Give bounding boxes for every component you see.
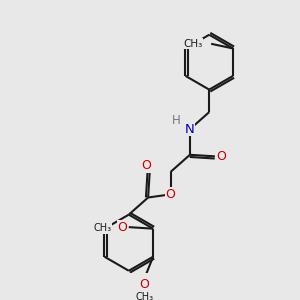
Text: O: O [166, 188, 176, 201]
Text: O: O [140, 278, 149, 291]
Text: CH₃: CH₃ [94, 223, 112, 233]
Text: CH₃: CH₃ [183, 39, 202, 49]
Text: N: N [185, 123, 195, 136]
Text: CH₃: CH₃ [135, 292, 153, 300]
Text: O: O [216, 150, 226, 163]
Text: H: H [172, 114, 180, 127]
Text: O: O [117, 220, 127, 234]
Text: O: O [141, 159, 151, 172]
